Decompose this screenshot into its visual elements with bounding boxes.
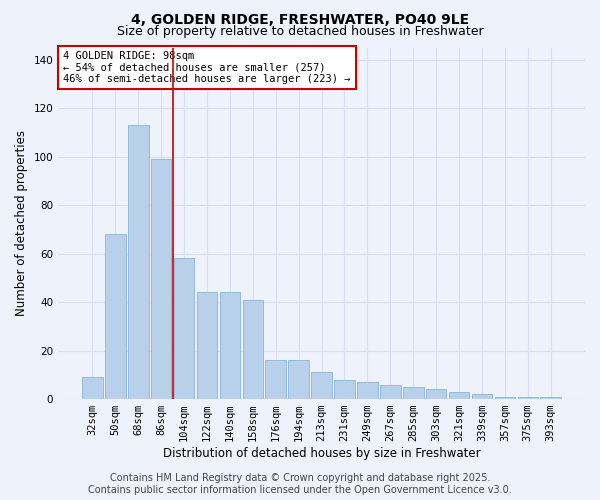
Bar [426, 390, 446, 399]
Bar [128, 125, 149, 399]
Bar [151, 159, 172, 399]
X-axis label: Distribution of detached houses by size in Freshwater: Distribution of detached houses by size … [163, 447, 481, 460]
Text: Size of property relative to detached houses in Freshwater: Size of property relative to detached ho… [116, 25, 484, 38]
Bar [105, 234, 125, 399]
Bar [334, 380, 355, 399]
Bar [518, 396, 538, 399]
Bar [449, 392, 469, 399]
Bar [242, 300, 263, 399]
Text: Contains HM Land Registry data © Crown copyright and database right 2025.
Contai: Contains HM Land Registry data © Crown c… [88, 474, 512, 495]
Text: 4, GOLDEN RIDGE, FRESHWATER, PO40 9LE: 4, GOLDEN RIDGE, FRESHWATER, PO40 9LE [131, 12, 469, 26]
Y-axis label: Number of detached properties: Number of detached properties [15, 130, 28, 316]
Text: 4 GOLDEN RIDGE: 98sqm
← 54% of detached houses are smaller (257)
46% of semi-det: 4 GOLDEN RIDGE: 98sqm ← 54% of detached … [64, 51, 351, 84]
Bar [357, 382, 378, 399]
Bar [311, 372, 332, 399]
Bar [197, 292, 217, 399]
Bar [82, 378, 103, 399]
Bar [289, 360, 309, 399]
Bar [472, 394, 493, 399]
Bar [541, 396, 561, 399]
Bar [403, 387, 424, 399]
Bar [380, 384, 401, 399]
Bar [265, 360, 286, 399]
Bar [220, 292, 240, 399]
Bar [174, 258, 194, 399]
Bar [494, 396, 515, 399]
